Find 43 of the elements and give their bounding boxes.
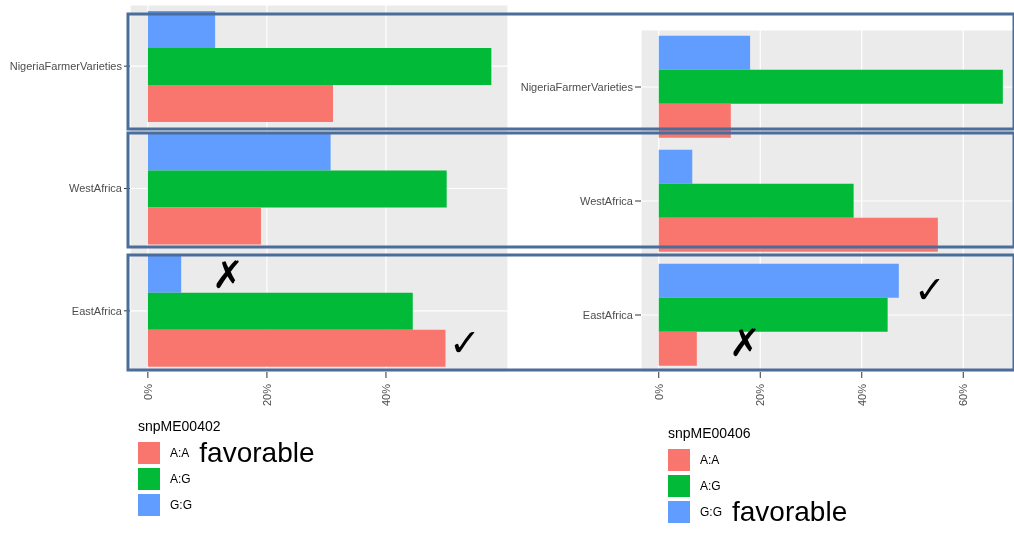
bar	[147, 292, 413, 330]
legend-title: snpME00402	[138, 418, 222, 434]
bar	[658, 217, 938, 252]
legend-label: G:G	[170, 498, 193, 512]
x-tick-label: 60%	[957, 383, 970, 407]
bar	[658, 149, 693, 184]
legend-label: A:A	[170, 446, 190, 460]
legend-label: G:G	[700, 505, 723, 519]
annotation: ✓	[914, 268, 946, 312]
y-tick-label: NigeriaFarmerVarieties	[9, 60, 123, 73]
text: favorable	[199, 437, 315, 469]
x-tick-label: 20%	[260, 383, 273, 407]
bar	[147, 11, 216, 49]
bar	[147, 170, 447, 208]
x-tick-label: 20%	[754, 383, 767, 407]
bar	[658, 331, 697, 366]
annotation: ✗	[729, 321, 761, 365]
text: favorable	[732, 496, 848, 528]
bar	[147, 85, 333, 123]
x-tick-label: 0%	[141, 383, 154, 400]
bar	[658, 263, 899, 298]
y-tick-label: EastAfrica	[582, 308, 634, 321]
annotation: ✓	[449, 321, 481, 365]
annotation: ✗	[212, 253, 244, 297]
legend-label: A:G	[700, 479, 721, 493]
x-tick-label: 0%	[652, 383, 665, 400]
y-tick-label: EastAfrica	[71, 304, 123, 317]
legend-title: snpME00406	[668, 425, 752, 441]
y-tick-label: WestAfrica	[69, 182, 123, 195]
bar	[658, 183, 854, 218]
y-tick-label: NigeriaFarmerVarieties	[520, 80, 634, 93]
bar	[147, 255, 182, 293]
x-tick-label: 40%	[855, 383, 868, 407]
bar	[658, 69, 1003, 104]
bar	[147, 329, 446, 367]
y-tick-label: WestAfrica	[580, 194, 634, 207]
bar	[147, 48, 492, 86]
bar	[658, 35, 751, 70]
legend-label: A:A	[700, 453, 720, 467]
legend-label: A:G	[170, 472, 191, 486]
bar	[147, 207, 261, 245]
x-tick-label: 40%	[379, 383, 392, 407]
bar	[147, 133, 331, 171]
